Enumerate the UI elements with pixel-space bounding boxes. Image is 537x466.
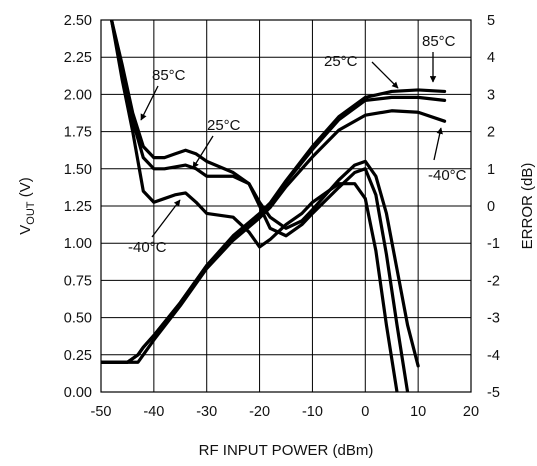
annotation-error-minus40c: -40°C	[428, 167, 467, 184]
annotation-arrow-vout-85c	[140, 85, 159, 121]
vout-line-85c	[101, 88, 447, 364]
y-left-tick-label: 1.75	[64, 125, 92, 141]
y-left-title-main: V	[17, 225, 34, 235]
error-line-25c	[109, 20, 410, 392]
y-left-tick-label: 0.00	[64, 385, 92, 401]
annotation-arrow-vout-25c	[192, 135, 214, 169]
y-right-tick-label: -5	[487, 385, 500, 401]
annotation-arrow-error-25c	[371, 61, 399, 89]
y-left-tick-label: 0.25	[64, 348, 92, 364]
annotations: 85°C 25°C -40°C 25°C 85°C -40°C	[128, 33, 467, 256]
y-left-tick-label: 0.75	[64, 273, 92, 289]
y-left-tick-label: 2.00	[64, 87, 92, 103]
x-tick-label: 10	[410, 404, 426, 420]
y-left-tick-label: 1.50	[64, 162, 92, 178]
y-left-tick-label: 2.50	[64, 13, 92, 29]
y-right-tick-label: 2	[487, 125, 495, 141]
vout-line-minus40c	[101, 109, 447, 364]
error-line-minus40c	[109, 20, 399, 392]
y-axis-left-title: VOUT (V)	[17, 177, 37, 234]
y-axis-right-title: ERROR (dB)	[519, 163, 536, 250]
y-left-tick-label: 1.25	[64, 199, 92, 215]
annotation-arrow-error-minus40c	[433, 127, 443, 161]
x-tick-label: 20	[463, 404, 479, 420]
vout-line-25c	[101, 95, 447, 364]
y-left-tick-label: 2.25	[64, 50, 92, 66]
annotation-error-85c: 85°C	[422, 33, 456, 50]
x-tick-label: -40	[143, 404, 164, 420]
annotation-error-25c: 25°C	[324, 53, 358, 70]
x-tick-label: -20	[249, 404, 270, 420]
y-right-tick-label: -2	[487, 273, 500, 289]
annotation-vout-minus40c: -40°C	[128, 239, 167, 256]
y-right-tick-label: 0	[487, 199, 495, 215]
tick-labels: -50 -40 -30 -20 -10 0 10 200.000.250.500.751.00…	[64, 13, 500, 420]
grid	[100, 19, 472, 393]
series-lines	[101, 20, 447, 392]
y-right-tick-label: 1	[487, 162, 495, 178]
y-left-title-unit: (V)	[17, 177, 34, 201]
y-right-tick-label: -3	[487, 311, 500, 327]
y-right-tick-label: -1	[487, 236, 500, 252]
annotation-vout-85c: 85°C	[152, 67, 186, 84]
annotation-vout-25c: 25°C	[207, 117, 241, 134]
y-right-tick-label: 4	[487, 50, 495, 66]
x-tick-label: 0	[361, 404, 369, 420]
x-axis-title: RF INPUT POWER (dBm)	[199, 442, 374, 459]
x-tick-label: -30	[196, 404, 217, 420]
y-left-tick-label: 1.00	[64, 236, 92, 252]
annotation-arrow-vout-minus40c	[151, 199, 181, 238]
y-right-tick-label: 3	[487, 87, 495, 103]
y-right-tick-label: -4	[487, 348, 500, 364]
y-left-tick-label: 0.50	[64, 311, 92, 327]
y-right-tick-label: 5	[487, 13, 495, 29]
x-tick-label: -10	[302, 404, 323, 420]
y-left-title-sub: OUT	[25, 201, 37, 225]
x-tick-label: -50	[91, 404, 112, 420]
plot-frame	[100, 19, 472, 393]
